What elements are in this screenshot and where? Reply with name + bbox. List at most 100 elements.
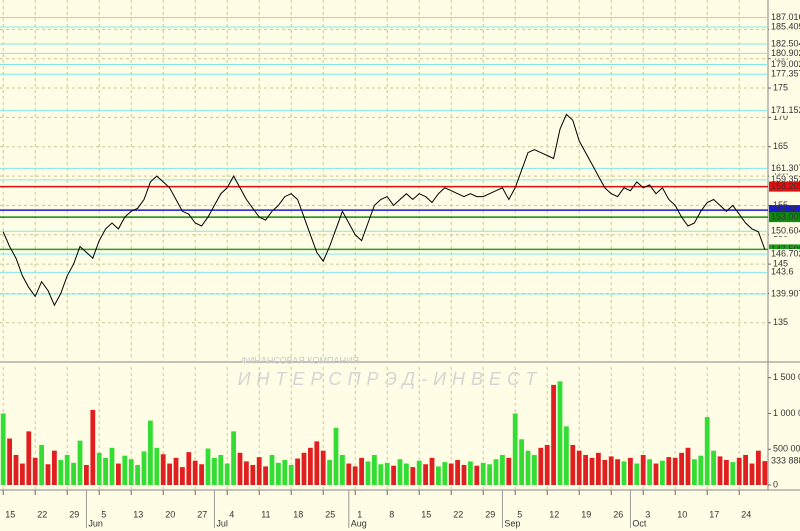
level-badge — [769, 181, 800, 192]
price-line — [2, 113, 766, 307]
level-badge — [769, 69, 800, 80]
volume-bar — [679, 452, 684, 485]
level-badge — [769, 288, 800, 299]
volume-bar — [455, 459, 460, 485]
volume-bar — [205, 448, 211, 485]
volume-bar — [391, 465, 396, 485]
volume-bar — [397, 459, 403, 485]
volume-bar — [615, 459, 620, 485]
level-badge — [769, 163, 800, 174]
month-label: Aug — [351, 518, 367, 528]
volume-bar — [429, 457, 435, 485]
level-label: 179.002 — [771, 59, 800, 69]
x-tick-label: 18 — [293, 509, 303, 519]
month-label: Jun — [88, 518, 103, 528]
volume-bar — [525, 450, 531, 485]
x-tick-label: 3 — [645, 509, 650, 519]
volume-bar — [20, 463, 25, 485]
volume-bar — [173, 457, 179, 485]
volume-bar — [692, 459, 697, 485]
volume-bar — [122, 455, 128, 485]
volume-bar — [13, 454, 19, 485]
x-tick-label: 5 — [101, 509, 106, 519]
volume-bar — [576, 450, 582, 485]
volume-bar — [32, 457, 38, 485]
volume-bar — [212, 457, 217, 485]
volume-bar — [218, 454, 224, 485]
volume-bar — [762, 461, 768, 485]
level-badge — [769, 249, 800, 260]
x-tick-label: 27 — [197, 509, 207, 519]
volume-bar — [340, 454, 345, 485]
level-label: 180.902 — [771, 48, 800, 58]
volume-bar — [7, 438, 12, 485]
level-badge — [769, 205, 800, 216]
volume-bar — [224, 463, 230, 485]
volume-bar — [154, 447, 160, 485]
volume-bar — [660, 460, 665, 485]
y-tick-label: 1 500 000 — [773, 372, 800, 382]
volume-bar — [736, 457, 742, 485]
level-label: 143.6 — [771, 267, 794, 277]
level-label: 171.152 — [771, 105, 800, 115]
volume-bar — [244, 461, 249, 485]
month-label: Sep — [504, 518, 520, 528]
volume-bar — [346, 463, 352, 485]
level-label: 150.604 — [771, 226, 800, 236]
volume-bar — [519, 439, 524, 485]
volume-bar — [26, 431, 32, 485]
x-tick-label: 29 — [69, 509, 79, 519]
x-tick-label: 4 — [229, 509, 234, 519]
x-tick-label: 26 — [613, 509, 623, 519]
level-label: 146.702 — [771, 248, 800, 258]
level-badge — [769, 267, 800, 278]
level-label: 182.504 — [771, 38, 800, 48]
volume-bar — [0, 413, 6, 485]
volume-bar — [295, 458, 300, 485]
volume-bar — [672, 457, 678, 485]
volume-bar — [551, 384, 556, 485]
volume-bar — [237, 452, 243, 485]
volume-bar — [160, 454, 166, 485]
volume-bar — [301, 452, 307, 485]
volume-bar — [724, 459, 729, 485]
month-label: Oct — [632, 518, 647, 528]
level-badge — [769, 212, 800, 223]
level-label: 161.307 — [771, 163, 800, 173]
level-label: 139.907 — [771, 288, 800, 298]
watermark: ИНТЕРСПРЭД-ИНВЕСТ — [238, 369, 543, 389]
volume-bar — [448, 463, 454, 485]
level-label: 147.506 — [771, 244, 800, 254]
volume-bar — [359, 457, 364, 485]
volume-bar — [148, 420, 153, 485]
volume-bar — [320, 450, 326, 485]
volume-bar — [634, 463, 640, 485]
level-label: 185.409 — [771, 21, 800, 31]
volume-bar — [378, 464, 384, 485]
volume-bar — [493, 459, 499, 485]
last-volume-badge — [769, 456, 800, 467]
volume-bar — [468, 461, 473, 485]
volume-bar — [39, 444, 44, 485]
volume-bar — [474, 465, 480, 485]
y-tick-label: 135 — [773, 317, 788, 327]
volume-bar — [276, 462, 281, 485]
volume-bar — [717, 456, 723, 485]
volume-bar — [52, 450, 57, 485]
volume-bar — [500, 454, 505, 485]
x-tick-label: 29 — [485, 509, 495, 519]
volume-bar — [141, 451, 147, 485]
x-tick-label: 12 — [549, 509, 559, 519]
volume-bar — [596, 452, 601, 485]
volume-bar — [372, 454, 377, 485]
volume-bar — [90, 409, 96, 485]
volume-bar — [743, 454, 748, 485]
volume-bar — [410, 467, 416, 485]
level-badge — [769, 105, 800, 116]
volume-bar — [103, 457, 108, 485]
volume-bar — [538, 447, 544, 485]
x-tick-label: 8 — [389, 509, 394, 519]
level-badge — [769, 174, 800, 185]
month-label: Jul — [216, 518, 228, 528]
